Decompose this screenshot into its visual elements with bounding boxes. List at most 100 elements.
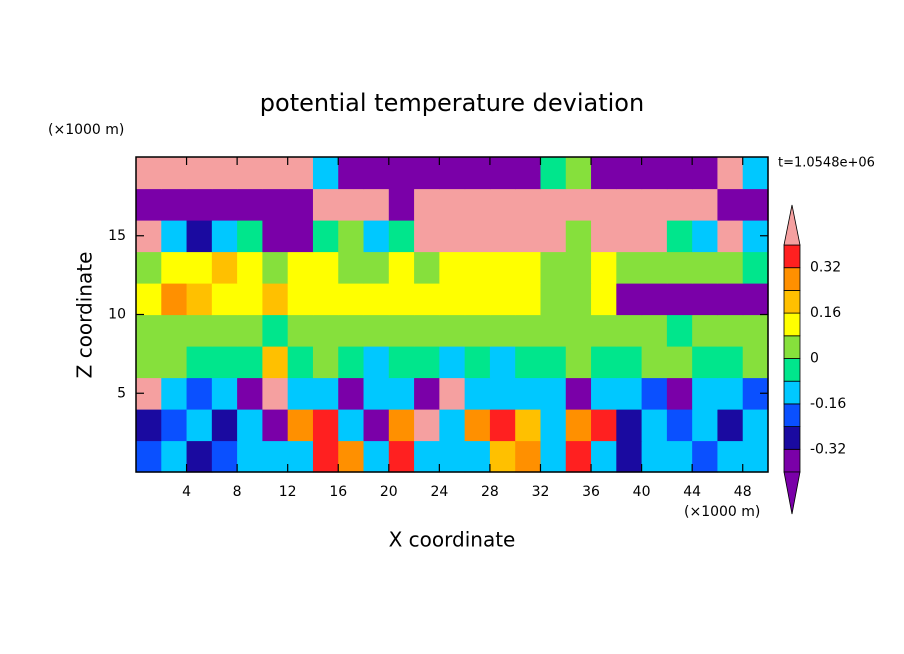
colorbar-box xyxy=(783,403,801,427)
contour-cell xyxy=(464,346,491,379)
contour-cell xyxy=(363,251,390,284)
contour-cell xyxy=(565,377,592,410)
y-units: (×1000 m) xyxy=(48,122,124,138)
contour-cell xyxy=(464,283,491,316)
contour-cell xyxy=(489,220,516,253)
contour-cell xyxy=(338,409,365,442)
contour-cell xyxy=(565,188,592,221)
y-tick-label: 5 xyxy=(117,385,126,401)
colorbar-label: -0.32 xyxy=(810,441,846,457)
contour-cell xyxy=(591,220,617,253)
contour-cell xyxy=(489,188,516,221)
contour-cell xyxy=(616,251,643,284)
contour-cell xyxy=(692,251,719,284)
contour-cell xyxy=(414,251,440,284)
contour-cell xyxy=(540,157,567,190)
contour-cell xyxy=(540,409,567,442)
colorbar-label: 0.32 xyxy=(810,260,841,276)
x-tick-label: 40 xyxy=(633,484,651,500)
contour-cell xyxy=(464,314,491,347)
contour-cell xyxy=(136,440,162,473)
contour-cell xyxy=(464,157,491,190)
contour-cell xyxy=(692,409,719,442)
contour-cell xyxy=(388,220,415,253)
contour-cell xyxy=(489,377,516,410)
contour-cell xyxy=(641,188,668,221)
contour-cell xyxy=(161,346,188,379)
contour-cell xyxy=(464,440,491,473)
contour-cell xyxy=(186,440,213,473)
contour-cell xyxy=(540,314,567,347)
contour-cell xyxy=(186,346,213,379)
contour-cell xyxy=(338,251,365,284)
contour-cell xyxy=(161,220,188,253)
contour-cell xyxy=(616,377,643,410)
contour-cell xyxy=(287,346,314,379)
contour-cell xyxy=(388,409,415,442)
contour-cell xyxy=(338,346,365,379)
colorbar-label: 0 xyxy=(810,351,819,367)
colorbar-box xyxy=(783,289,801,314)
contour-cell xyxy=(565,251,592,284)
contour-cell xyxy=(717,440,744,473)
contour-cell xyxy=(540,440,567,473)
contour-cell xyxy=(439,314,466,347)
contour-cell xyxy=(439,220,466,253)
contour-cell xyxy=(540,220,567,253)
contour-cell xyxy=(363,377,390,410)
contour-cell xyxy=(742,409,769,442)
contour-cell xyxy=(641,440,668,473)
contour-cell xyxy=(312,346,339,379)
contour-cell xyxy=(363,188,390,221)
contour-cell xyxy=(666,220,693,253)
contour-cell xyxy=(540,283,567,316)
contour-cell xyxy=(262,251,289,284)
contour-cell xyxy=(439,251,466,284)
contour-cell xyxy=(616,157,643,190)
contour-cell xyxy=(262,346,289,379)
contour-cell xyxy=(237,188,263,221)
contour-cell xyxy=(616,188,643,221)
contour-cell xyxy=(287,409,314,442)
contour-cell xyxy=(565,314,592,347)
contour-cell xyxy=(591,188,617,221)
contour-cell xyxy=(666,251,693,284)
contour-cell xyxy=(388,377,415,410)
contour-cell xyxy=(565,409,592,442)
contour-cell xyxy=(186,409,213,442)
contour-cell xyxy=(136,346,162,379)
contour-cell xyxy=(237,220,263,253)
contour-cell xyxy=(515,283,542,316)
contour-cell xyxy=(666,377,693,410)
contour-cell xyxy=(363,409,390,442)
contour-cell xyxy=(414,377,440,410)
contour-cell xyxy=(641,314,668,347)
contour-cell xyxy=(414,346,440,379)
colorbar-box xyxy=(783,267,801,291)
contour-cell xyxy=(237,346,263,379)
contour-cell xyxy=(591,314,617,347)
contour-cell xyxy=(388,346,415,379)
contour-cell xyxy=(439,409,466,442)
contour-cell xyxy=(161,440,188,473)
contour-cell xyxy=(439,346,466,379)
contour-cell xyxy=(692,157,719,190)
contour-cell xyxy=(742,346,769,379)
contour-cell xyxy=(161,188,188,221)
contour-cell xyxy=(262,409,289,442)
contour-cell xyxy=(742,283,769,316)
contour-cell xyxy=(388,157,415,190)
field xyxy=(136,157,769,473)
contour-cell xyxy=(515,440,542,473)
contour-cell xyxy=(616,314,643,347)
x-axis-title: X coordinate xyxy=(389,528,516,552)
contour-cell xyxy=(388,251,415,284)
contour-cell xyxy=(211,220,238,253)
contour-cell xyxy=(287,251,314,284)
contour-cell xyxy=(312,409,339,442)
contour-cell xyxy=(262,188,289,221)
contour-cell xyxy=(414,283,440,316)
contour-cell xyxy=(363,283,390,316)
contour-cell xyxy=(489,314,516,347)
contour-cell xyxy=(414,314,440,347)
